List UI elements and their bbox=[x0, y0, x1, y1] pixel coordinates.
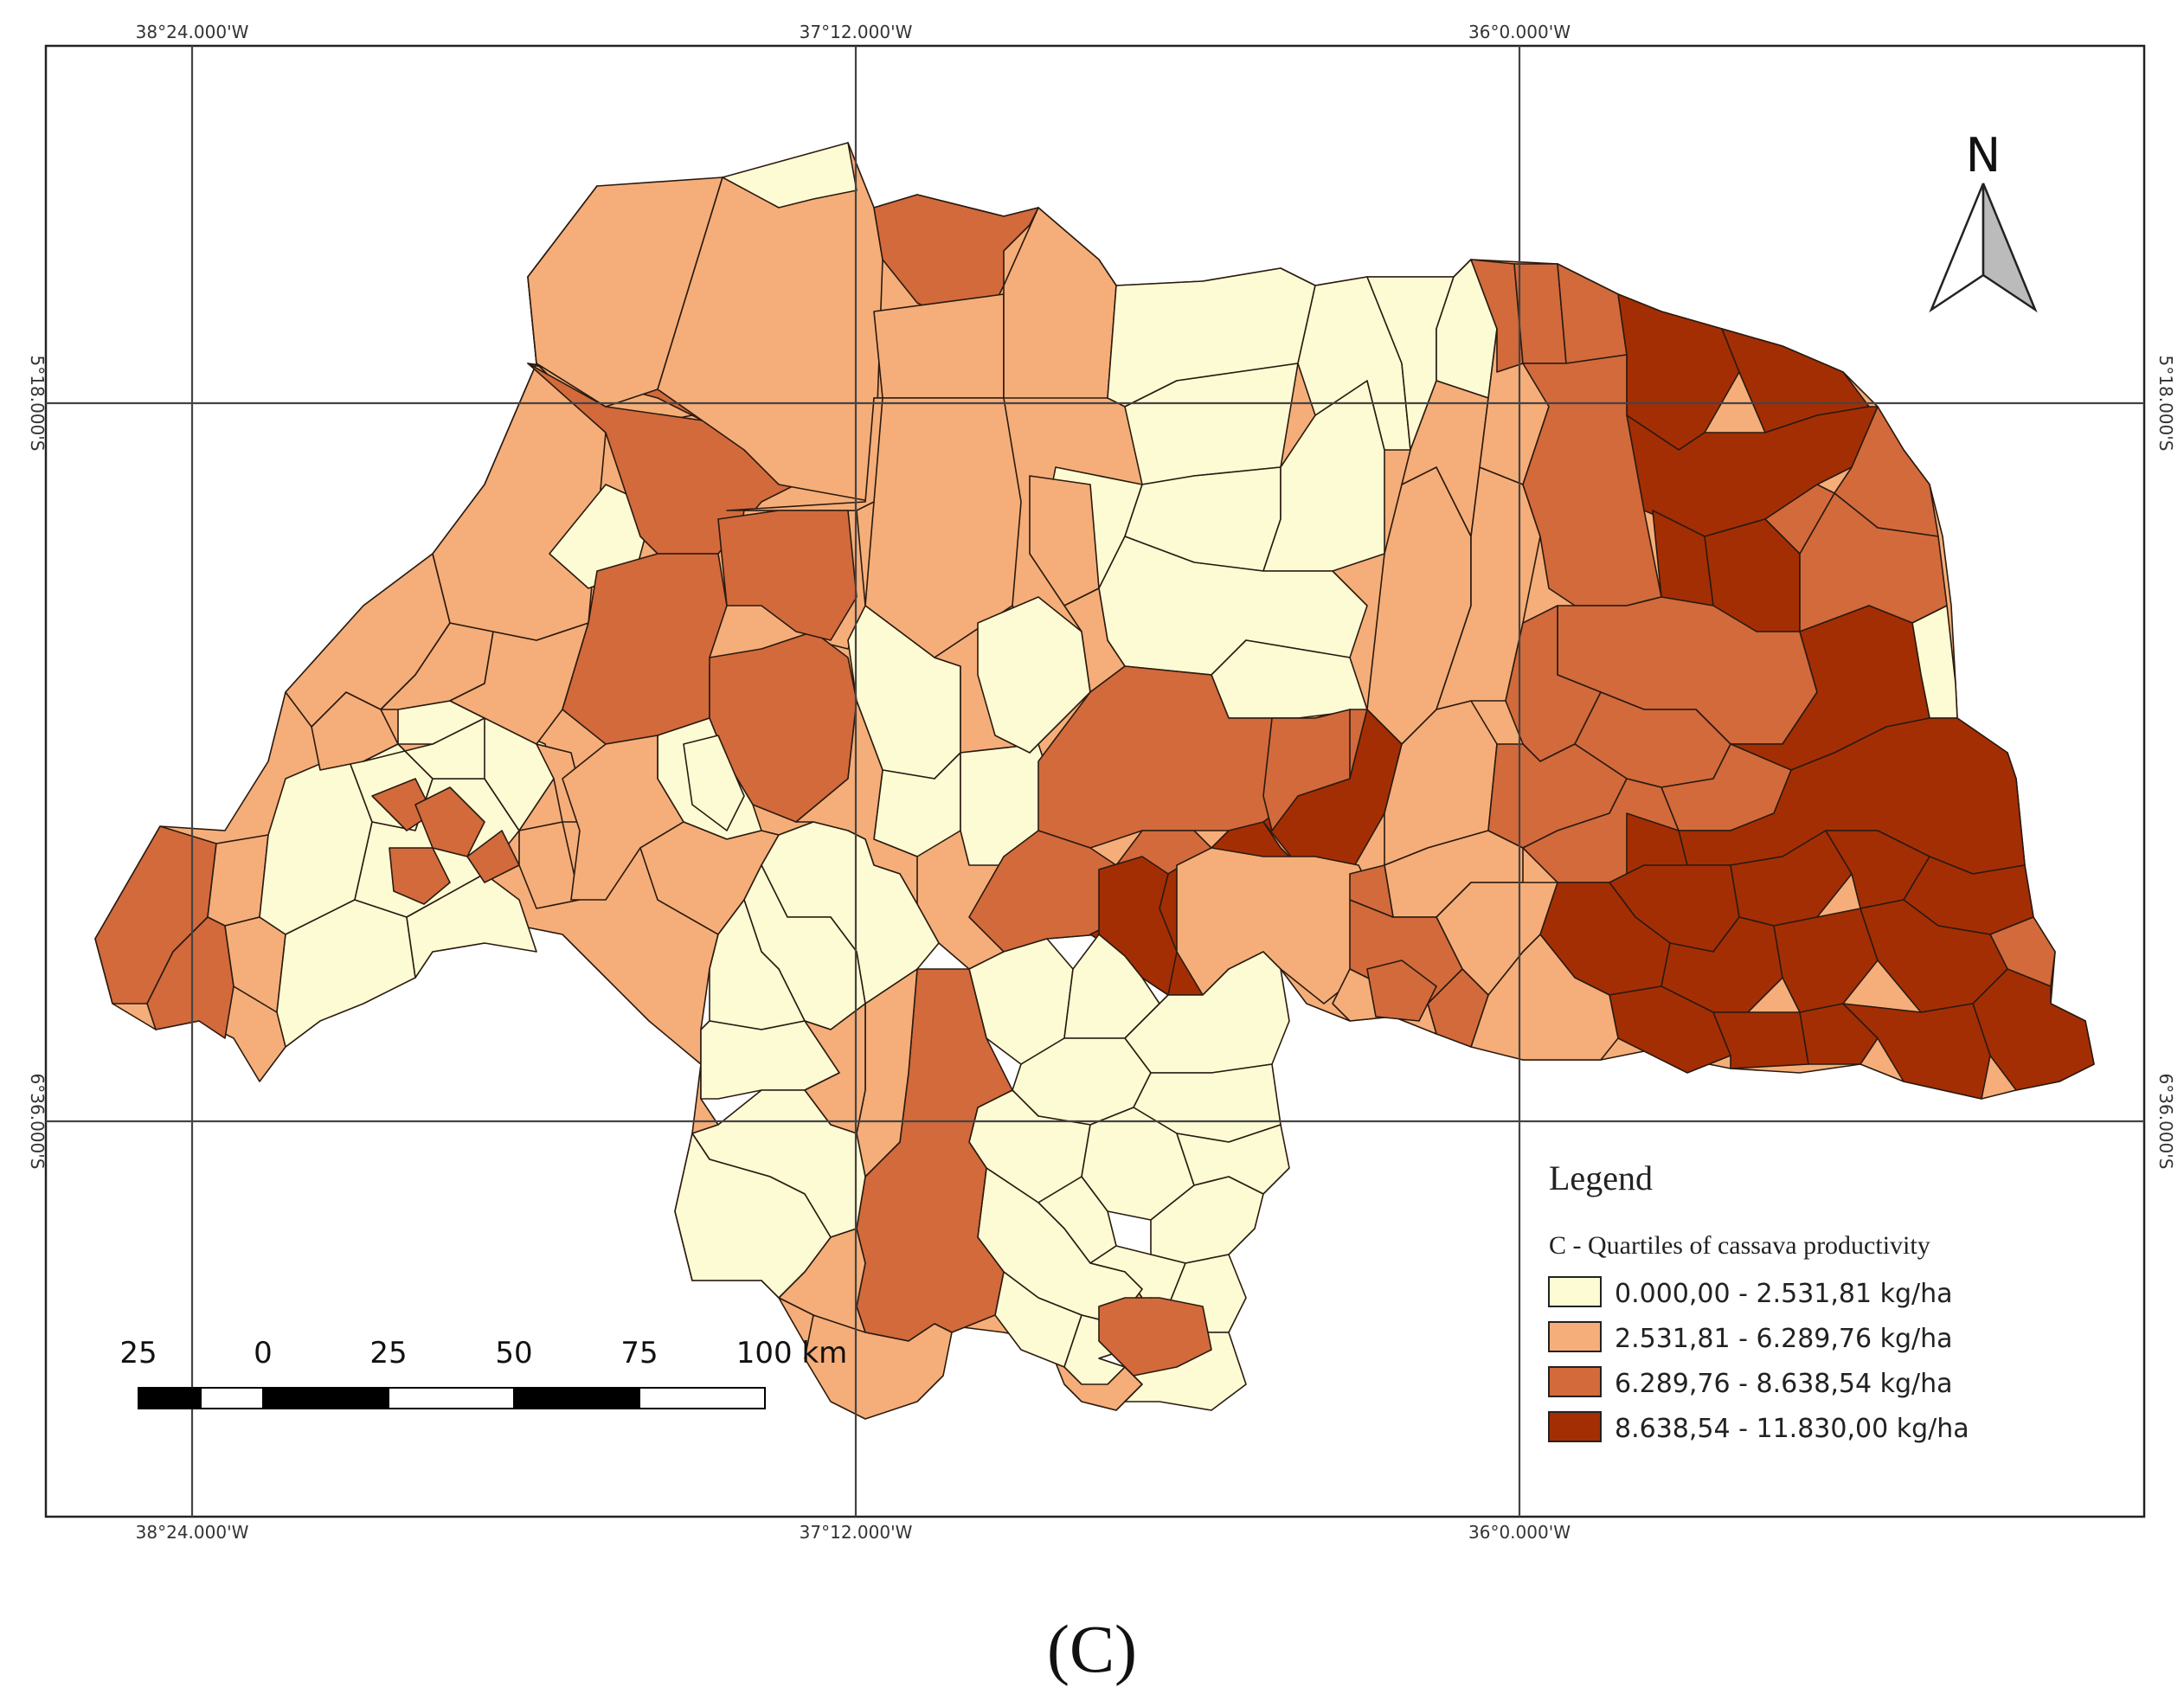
grid-label-top: 38°24.000'W bbox=[136, 22, 249, 42]
legend-swatch-q3 bbox=[1548, 1366, 1602, 1397]
municipality bbox=[414, 786, 485, 857]
scale-label: 75 bbox=[620, 1336, 658, 1370]
legend-item-label: 0.000,00 - 2.531,81 kg/ha bbox=[1615, 1279, 1953, 1309]
grid-label-bottom: 37°12.000'W bbox=[800, 1522, 913, 1543]
graticule bbox=[46, 46, 2144, 1517]
scale-segment bbox=[138, 1387, 202, 1409]
municipality bbox=[674, 1133, 832, 1299]
grid-label-top: 36°0.000'W bbox=[1468, 22, 1571, 42]
scale-segment bbox=[513, 1387, 640, 1409]
scale-bar: 25 0 25 50 75 100 km bbox=[119, 1336, 847, 1409]
scale-label: 25 bbox=[119, 1336, 157, 1370]
municipality bbox=[1609, 985, 1731, 1074]
grid-label-top: 37°12.000'W bbox=[800, 22, 913, 42]
municipality bbox=[977, 596, 1091, 754]
legend: Legend C - Quartiles of cassava producti… bbox=[1548, 1158, 1969, 1444]
municipality bbox=[722, 142, 858, 209]
scale-segment bbox=[388, 1387, 515, 1409]
grid-label-left: 5°18.000'S bbox=[27, 356, 48, 452]
municipality bbox=[717, 510, 858, 641]
legend-item-label: 8.638,54 - 11.830,00 kg/ha bbox=[1615, 1414, 1969, 1444]
grid-label-bottom: 36°0.000'W bbox=[1468, 1522, 1571, 1543]
scale-label: 50 bbox=[495, 1336, 532, 1370]
municipality bbox=[1366, 960, 1437, 1022]
legend-title: Legend bbox=[1549, 1158, 1653, 1197]
grid-label-left: 6°36.000'S bbox=[27, 1074, 48, 1170]
north-label: N bbox=[1966, 128, 2001, 183]
legend-item-label: 6.289,76 - 8.638,54 kg/ha bbox=[1615, 1369, 1953, 1399]
scale-segment bbox=[200, 1387, 264, 1409]
municipality bbox=[804, 1314, 953, 1420]
scale-segment bbox=[262, 1387, 389, 1409]
legend-item-label: 2.531,81 - 6.289,76 kg/ha bbox=[1615, 1324, 1953, 1354]
panel-label: (C) bbox=[1047, 1611, 1137, 1686]
legend-swatch-q4 bbox=[1548, 1411, 1602, 1442]
municipality bbox=[1773, 908, 1879, 1013]
municipality bbox=[1842, 1003, 1991, 1100]
municipality bbox=[1098, 1297, 1212, 1377]
scale-label: 100 km bbox=[736, 1336, 848, 1370]
municipality bbox=[968, 830, 1126, 953]
municipality bbox=[562, 735, 684, 901]
municipality bbox=[146, 916, 234, 1039]
municipality bbox=[1764, 484, 1835, 555]
municipality bbox=[1349, 864, 1394, 918]
municipality bbox=[683, 735, 745, 831]
north-arrow: N bbox=[1929, 128, 2038, 313]
municipality bbox=[207, 834, 269, 927]
grid-label-right: 6°36.000'S bbox=[2155, 1074, 2176, 1170]
municipality bbox=[873, 293, 1005, 399]
scale-label: 25 bbox=[369, 1336, 407, 1370]
scale-segment bbox=[639, 1387, 766, 1409]
grid-label-bottom: 38°24.000'W bbox=[136, 1522, 249, 1543]
legend-swatch-q2 bbox=[1548, 1321, 1602, 1352]
legend-subtitle: C - Quartiles of cassava productivity bbox=[1549, 1231, 1930, 1260]
scale-label: 0 bbox=[254, 1336, 273, 1370]
municipality-layer bbox=[94, 142, 2095, 1420]
municipality bbox=[518, 821, 581, 909]
municipality bbox=[1262, 709, 1351, 831]
municipality bbox=[389, 847, 451, 905]
grid-label-right: 5°18.000'S bbox=[2155, 356, 2176, 452]
legend-swatch-q1 bbox=[1548, 1276, 1602, 1307]
grid-labels: 38°24.000'W 37°12.000'W 36°0.000'W 38°24… bbox=[27, 22, 2176, 1543]
municipality bbox=[873, 194, 1039, 321]
municipality bbox=[1470, 259, 1524, 373]
